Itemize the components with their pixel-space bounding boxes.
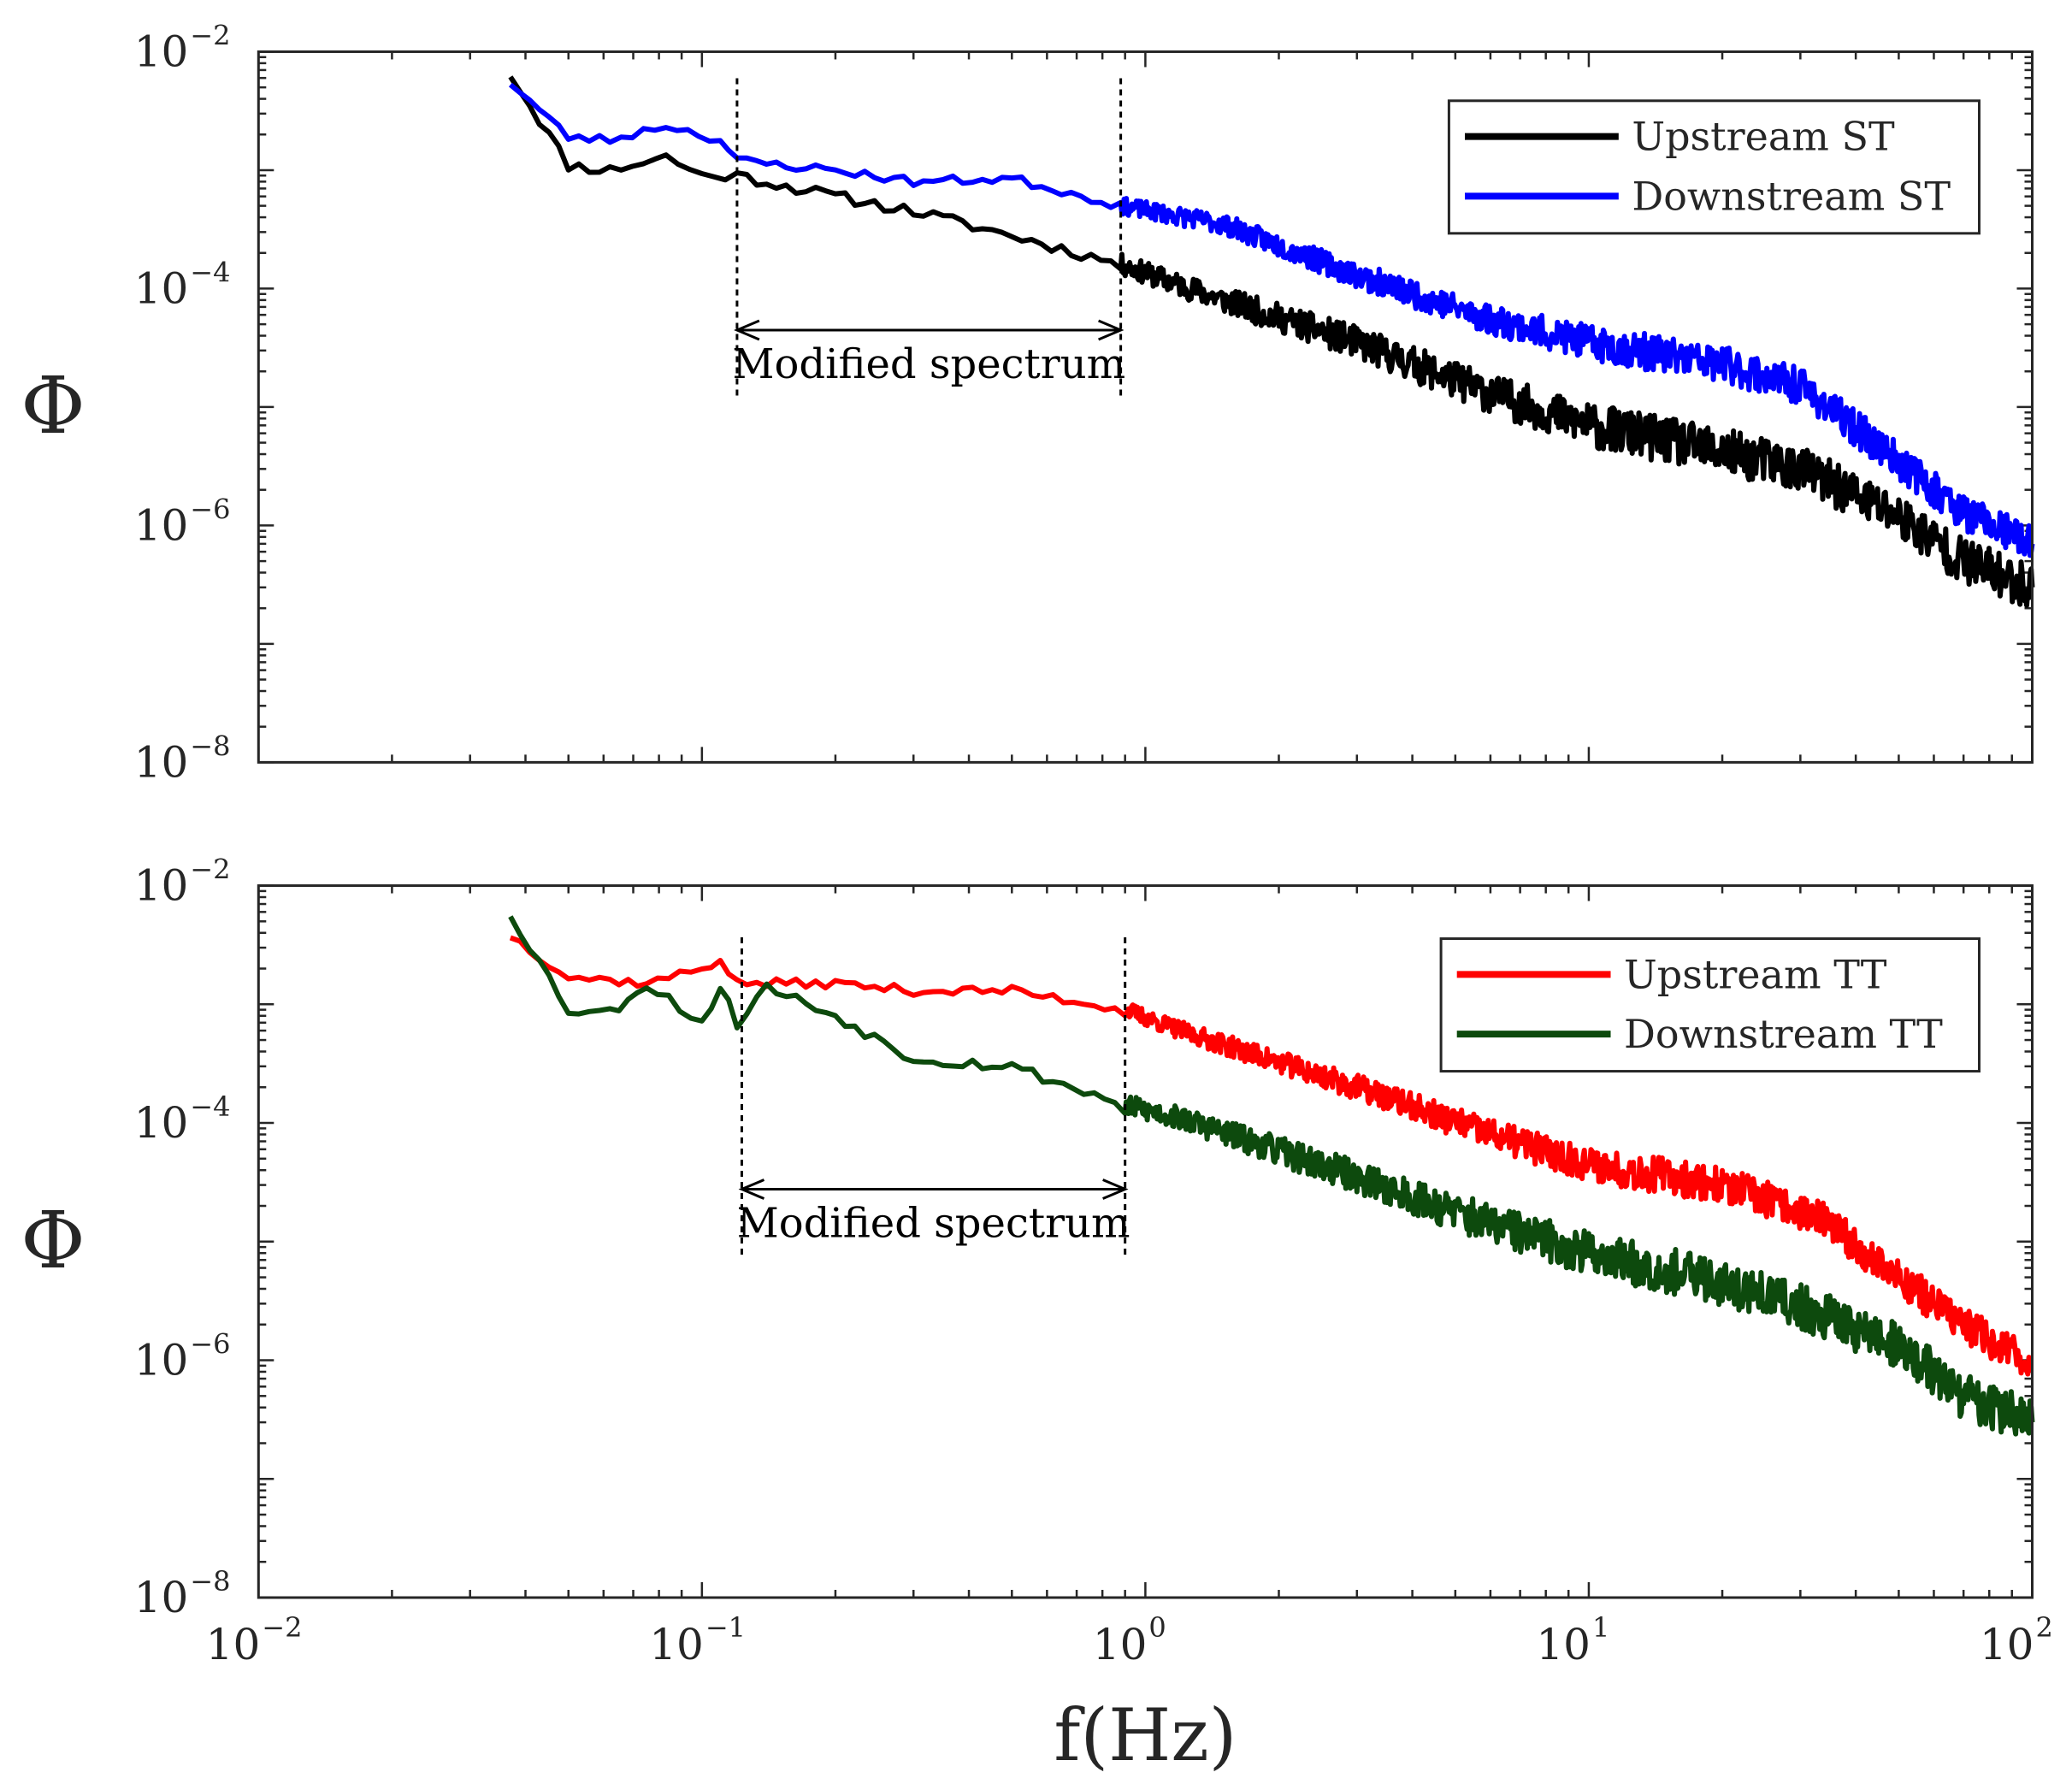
top-axis-frame (257, 50, 2034, 764)
x-tick-label-exponent: 2 (2035, 1611, 2052, 1644)
top-annotation-label: Modified spectrum (732, 340, 1125, 388)
y-tick-label-exponent: −4 (190, 1090, 230, 1123)
x-tick-label: 10 (1536, 1620, 1591, 1669)
x-tick-label: 10 (206, 1620, 261, 1669)
series-line-downstream-tt (508, 915, 2035, 1437)
bottom-y-axis-label: Φ (21, 1195, 85, 1286)
y-tick-label: 10 (134, 737, 189, 787)
top-annotation: Modified spectrum (732, 78, 1125, 399)
y-tick-label: 10 (134, 861, 189, 911)
bottom-series-group (508, 915, 2035, 1437)
y-tick-label-exponent: −4 (190, 256, 230, 288)
y-tick-label-exponent: −2 (190, 19, 230, 51)
x-tick-label-exponent: −2 (262, 1611, 302, 1644)
x-tick-label: 10 (1093, 1620, 1148, 1669)
y-tick-label-exponent: −6 (190, 1328, 230, 1361)
y-tick-label-exponent: −8 (190, 730, 230, 762)
bottom-legend-label-downstream-tt: Downstream TT (1624, 1011, 1943, 1057)
bottom-axis-frame (257, 884, 2034, 1599)
top-legend: Upstream ST Downstream ST (1447, 99, 1981, 235)
bottom-annotation-arrow (738, 1179, 1129, 1200)
bottom-legend-box (1439, 937, 1981, 1073)
x-tick-label: 10 (1980, 1620, 2034, 1669)
y-tick-label: 10 (134, 1573, 189, 1622)
y-tick-label-exponent: −2 (190, 854, 230, 886)
y-tick-label: 10 (134, 263, 189, 313)
bottom-annotation: Modified spectrum (737, 937, 1130, 1257)
x-tick-label-exponent: 1 (1592, 1611, 1609, 1644)
y-tick-label: 10 (134, 27, 189, 76)
series-line-downstream-st (508, 82, 2035, 558)
top-y-tick-labels: 10−810−610−410−2 (134, 19, 231, 787)
top-y-axis-label: Φ (21, 360, 85, 452)
bottom-y-tick-labels: 10−810−610−410−2 (134, 854, 231, 1622)
y-tick-label-exponent: −8 (190, 1565, 230, 1598)
top-legend-box (1447, 99, 1981, 235)
y-tick-label-exponent: −6 (190, 493, 230, 525)
series-line-upstream-st (508, 75, 2035, 608)
bottom-legend-label-upstream-tt: Upstream TT (1624, 951, 1887, 997)
top-series-group (508, 75, 2035, 608)
y-tick-label: 10 (134, 1098, 189, 1148)
y-tick-label: 10 (134, 1336, 189, 1385)
x-axis-label: f(Hz) (1054, 1693, 1237, 1777)
y-tick-label: 10 (134, 500, 189, 550)
x-tick-label: 10 (649, 1620, 704, 1669)
series-line-upstream-tt (509, 935, 2034, 1377)
top-legend-label-downstream-st: Downstream ST (1632, 173, 1951, 219)
top-panel: Modified spectrum 10−810−610−410−2 Φ Ups… (21, 19, 2035, 787)
bottom-annotation-label: Modified spectrum (737, 1199, 1130, 1247)
top-legend-label-upstream-st: Upstream ST (1632, 114, 1895, 160)
bottom-legend: Upstream TT Downstream TT (1439, 937, 1981, 1073)
x-tick-label-exponent: −1 (705, 1611, 746, 1644)
x-tick-label-exponent: 0 (1148, 1611, 1166, 1644)
bottom-x-tick-labels: 10 −2 10 −1 10 0 10 1 10 2 (206, 1611, 2053, 1669)
bottom-plot-area: Modified spectrum (257, 884, 2035, 1599)
bottom-panel: Modified spectrum 10−810−610−410−2 10 −2 1… (21, 854, 2053, 1777)
top-annotation-arrow (734, 319, 1125, 341)
bottom-axis-ticks (257, 884, 2034, 1599)
top-plot-area: Modified spectrum (257, 50, 2035, 764)
